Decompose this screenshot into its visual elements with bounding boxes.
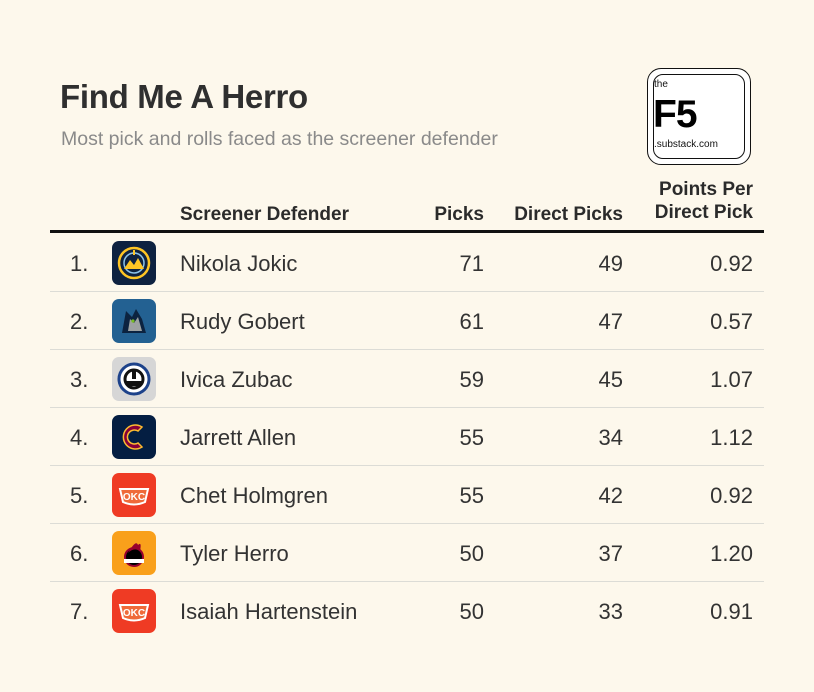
picks-value: 50	[459, 599, 484, 624]
direct-picks-value: 47	[598, 309, 623, 334]
points-per-direct-pick-value: 1.20	[710, 541, 753, 566]
picks-value: 59	[459, 367, 484, 392]
points-per-direct-pick-value: 0.92	[710, 251, 753, 276]
table-row: 2. Rudy Gobert 61 47 0.57	[50, 292, 764, 350]
thunder-logo-icon: OKC	[112, 589, 156, 633]
column-header-ppdp-line1: Points Per	[659, 179, 753, 200]
rank-label: 4.	[70, 425, 89, 450]
column-header-picks: Picks	[434, 204, 484, 225]
direct-picks-value: 42	[598, 483, 623, 508]
rank-label: 2.	[70, 309, 89, 334]
logo-the-text: the	[654, 79, 668, 90]
table-row: 7. OKC Isaiah Hartenstein 50 33 0.91	[50, 582, 764, 640]
rank-label: 5.	[70, 483, 89, 508]
direct-picks-value: 49	[598, 251, 623, 276]
logo-substack-text: .substack.com	[654, 139, 718, 150]
column-header-defender: Screener Defender	[180, 204, 349, 225]
thunder-logo-icon: OKC	[112, 473, 156, 517]
table-row: 4. Jarrett Allen 55 34 1.12	[50, 408, 764, 466]
heat-logo-icon	[112, 531, 156, 575]
picks-value: 55	[459, 483, 484, 508]
player-name: Chet Holmgren	[180, 483, 328, 508]
player-name: Isaiah Hartenstein	[180, 599, 358, 624]
table-row: 5. OKC Chet Holmgren 55 42 0.92	[50, 466, 764, 524]
chart-title: Find Me A Herro	[60, 78, 308, 115]
picks-value: 50	[459, 541, 484, 566]
table-row: 1. Nikola Jokic 71 49 0.92	[50, 234, 764, 292]
direct-picks-value: 33	[598, 599, 623, 624]
picks-value: 71	[459, 251, 484, 276]
points-per-direct-pick-value: 0.57	[710, 309, 753, 334]
column-header-points-per-direct-pick: Points Per Direct Pick	[623, 178, 753, 224]
player-name: Rudy Gobert	[180, 309, 305, 334]
player-name: Jarrett Allen	[180, 425, 297, 450]
player-name: Nikola Jokic	[180, 251, 298, 276]
svg-text:OKC: OKC	[123, 608, 145, 619]
cavaliers-logo-icon	[112, 415, 156, 459]
player-name: Ivica Zubac	[180, 367, 293, 392]
f5-logo: the F5 .substack.com	[647, 68, 751, 165]
column-header-direct-picks: Direct Picks	[514, 204, 623, 225]
points-per-direct-pick-value: 0.92	[710, 483, 753, 508]
column-header-ppdp-line2: Direct Pick	[654, 202, 753, 223]
clippers-logo-icon	[112, 357, 156, 401]
logo-f5-text: F5	[653, 93, 698, 136]
svg-text:OKC: OKC	[123, 492, 145, 503]
timberwolves-logo-icon	[112, 299, 156, 343]
direct-picks-value: 45	[598, 367, 623, 392]
rank-label: 3.	[70, 367, 89, 392]
points-per-direct-pick-value: 1.07	[710, 367, 753, 392]
nuggets-logo-icon	[112, 241, 156, 285]
direct-picks-value: 34	[598, 425, 623, 450]
chart-subtitle: Most pick and rolls faced as the screene…	[61, 128, 498, 150]
points-per-direct-pick-value: 0.91	[710, 599, 753, 624]
picks-value: 61	[459, 309, 484, 334]
rank-label: 6.	[70, 541, 89, 566]
table-row: 6. Tyler Herro 50 37 1.20	[50, 524, 764, 582]
rank-label: 1.	[70, 251, 89, 276]
table-row: 3. Ivica Zubac 59 45 1.07	[50, 350, 764, 408]
rank-label: 7.	[70, 599, 89, 624]
header-rule	[50, 230, 764, 233]
player-name: Tyler Herro	[180, 541, 289, 566]
direct-picks-value: 37	[598, 541, 623, 566]
picks-value: 55	[459, 425, 484, 450]
points-per-direct-pick-value: 1.12	[710, 425, 753, 450]
